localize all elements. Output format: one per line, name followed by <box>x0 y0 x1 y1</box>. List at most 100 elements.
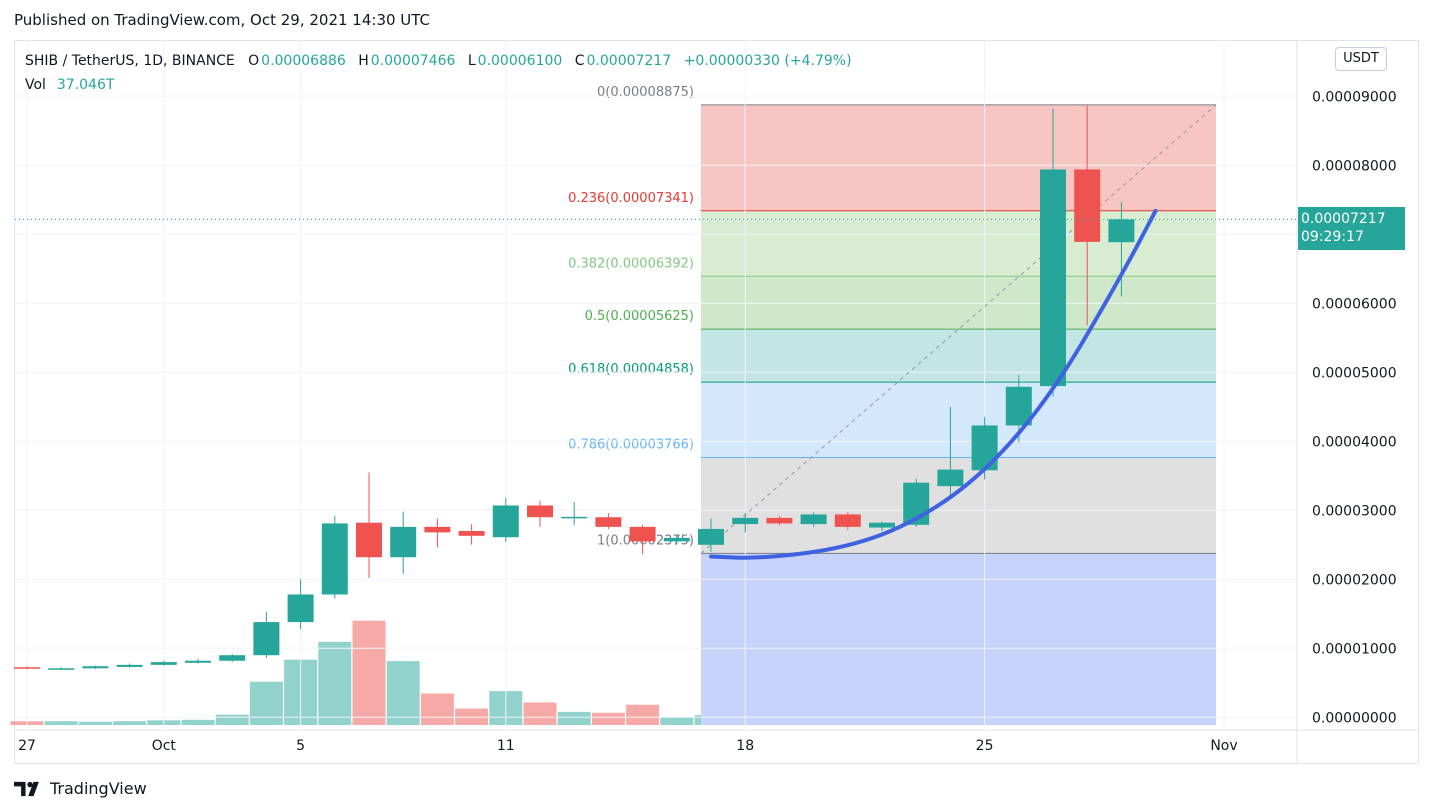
candle-body <box>800 514 827 525</box>
high-value: 0.00007466 <box>370 53 456 69</box>
candle-body <box>1005 386 1032 426</box>
low-value: 0.00006100 <box>477 53 563 69</box>
y-tick-label: 0.00001000 <box>1312 641 1397 657</box>
candles-layer <box>14 105 1135 670</box>
change-value: +0.00000330 (+4.79%) <box>683 53 852 69</box>
last-price-value: 0.00007217 <box>1301 211 1386 227</box>
fib-trend-line-path <box>700 104 1217 554</box>
candle-body <box>185 660 211 663</box>
tradingview-logo[interactable]: TradingView <box>14 779 147 798</box>
volume-bar <box>318 641 352 725</box>
open-label: O <box>248 53 260 69</box>
volume-bar <box>181 719 215 725</box>
fib-level-label: 0.236(0.00007341) <box>568 191 694 206</box>
chart-frame <box>14 40 1419 764</box>
y-tick-label: 0.00005000 <box>1312 365 1397 381</box>
x-tick-label: 25 <box>976 738 994 754</box>
y-tick-label: 0.00004000 <box>1312 434 1397 450</box>
open-value: 0.00006886 <box>261 53 346 69</box>
candle-body <box>595 517 622 527</box>
close-value: 0.00007217 <box>586 53 672 69</box>
symbol-legend: SHIB / TetherUS, 1D, BINANCE O 0.00006886… <box>25 50 860 98</box>
volume-bar <box>386 661 420 725</box>
candle-body <box>527 505 553 518</box>
candle-body <box>732 517 759 525</box>
fib-zone <box>701 553 1216 725</box>
candle-body <box>937 469 964 487</box>
y-tick-label: 0.00000000 <box>1312 710 1397 726</box>
fib-level-label: 0.382(0.00006392) <box>568 256 694 271</box>
volume-bar <box>523 702 557 725</box>
volume-bar <box>113 721 147 725</box>
volume-bar <box>215 714 249 725</box>
close-label: C <box>574 53 585 69</box>
tradingview-logo-icon <box>14 781 39 796</box>
volume-bar <box>455 708 489 725</box>
parabolic-curve <box>709 208 1158 560</box>
candle-body <box>458 531 485 536</box>
x-tick-label: 27 <box>18 738 36 754</box>
candle-body <box>116 664 143 667</box>
volume-bar <box>660 717 694 725</box>
x-tick-label: 5 <box>296 738 305 754</box>
candle-body <box>698 528 724 545</box>
tradingview-brand: TradingView <box>50 779 147 798</box>
volume-label: Vol <box>25 77 46 93</box>
candle-body <box>971 425 998 471</box>
y-tick-label: 0.00002000 <box>1312 572 1397 588</box>
published-caption: Published on TradingView.com, Oct 29, 20… <box>14 11 431 29</box>
volume-bar <box>557 711 591 725</box>
fib-trend-line <box>700 104 1217 554</box>
candle-body <box>834 514 861 527</box>
y-tick-label: 0.00009000 <box>1312 89 1397 105</box>
candle-body <box>287 594 314 623</box>
fib-level-label: 0.786(0.00003766) <box>568 437 694 452</box>
fib-zone <box>701 382 1216 458</box>
fib-zone <box>701 276 1216 330</box>
y-tick-label: 0.00008000 <box>1312 158 1397 174</box>
x-tick-label: Nov <box>1210 738 1237 754</box>
candle-body <box>219 655 246 661</box>
candle-body <box>14 667 40 669</box>
grid-lines <box>15 41 1297 730</box>
x-tick-label: Oct <box>152 738 177 754</box>
candle-body <box>561 516 588 519</box>
candle-body <box>356 522 382 558</box>
low-label: L <box>467 53 476 69</box>
bar-countdown: 09:29:17 <box>1301 229 1364 245</box>
fib-zone <box>701 329 1216 383</box>
candle-body <box>629 526 656 542</box>
fib-level-label: 0.5(0.00005625) <box>585 309 694 324</box>
volume-bar <box>44 721 78 725</box>
volume-bar <box>420 693 454 725</box>
fib-level-label: 0.618(0.00004858) <box>568 362 694 377</box>
volume-bar <box>352 620 386 725</box>
symbol-title[interactable]: SHIB / TetherUS, 1D, BINANCE <box>25 53 235 69</box>
volume-value: 37.046T <box>56 77 115 93</box>
candle-body <box>424 526 451 533</box>
high-label: H <box>358 53 369 69</box>
currency-unit-button[interactable]: USDT <box>1335 47 1387 71</box>
volume-bar <box>78 721 112 725</box>
volume-bar <box>249 681 283 725</box>
x-tick-label: 11 <box>497 738 515 754</box>
y-tick-label: 0.00006000 <box>1312 296 1397 312</box>
candle-body <box>1108 219 1135 243</box>
volume-bar <box>591 712 625 725</box>
candle-body <box>663 537 690 542</box>
candle-body <box>869 522 895 528</box>
candle-body <box>390 526 417 558</box>
candle-body <box>82 666 109 669</box>
y-tick-label: 0.00003000 <box>1312 503 1397 519</box>
fib-zone <box>701 104 1216 211</box>
candle-body <box>48 668 75 670</box>
candle-body <box>492 505 519 538</box>
candle-body <box>150 662 177 665</box>
parabolic-curve-path <box>709 208 1158 560</box>
volume-bar <box>626 704 660 725</box>
last-price-tag: 0.00007217 09:29:17 <box>1298 207 1405 250</box>
candle-body <box>766 517 793 524</box>
candle-body <box>1040 169 1066 387</box>
candle-body <box>1074 169 1101 242</box>
